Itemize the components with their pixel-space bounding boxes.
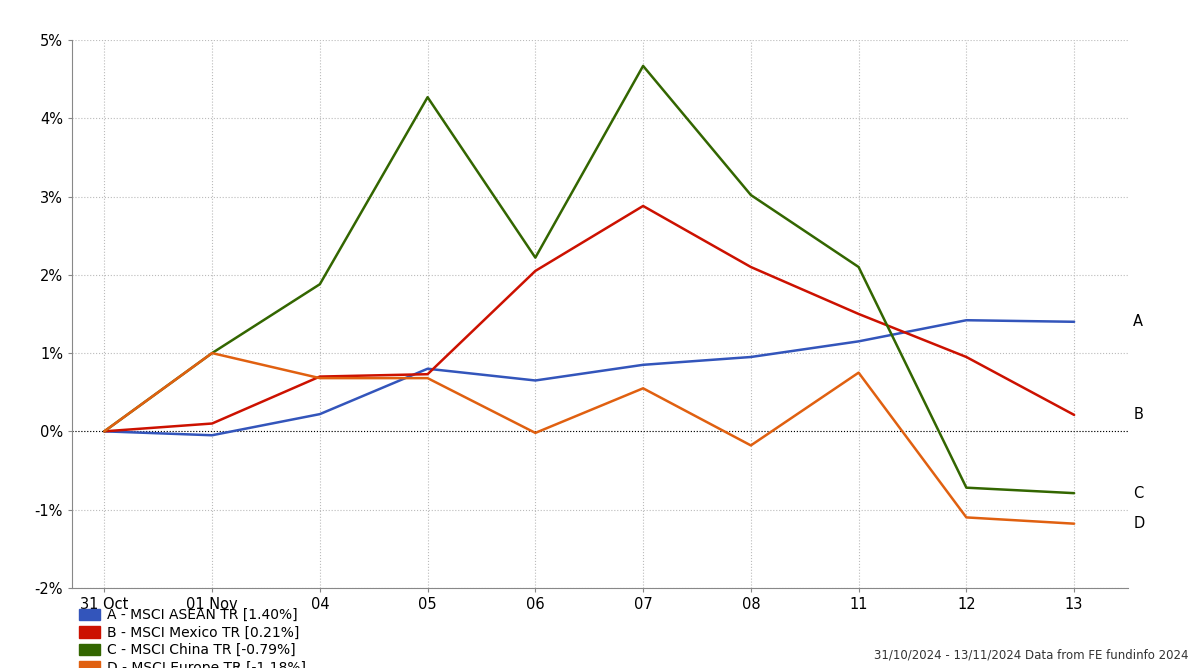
- Text: 31/10/2024 - 13/11/2024 Data from FE fundinfo 2024: 31/10/2024 - 13/11/2024 Data from FE fun…: [874, 649, 1188, 661]
- Legend: A - MSCI ASEAN TR [1.40%], B - MSCI Mexico TR [0.21%], C - MSCI China TR [-0.79%: A - MSCI ASEAN TR [1.40%], B - MSCI Mexi…: [79, 608, 306, 668]
- Text: A: A: [1133, 314, 1144, 329]
- Text: B: B: [1133, 407, 1144, 422]
- Text: D: D: [1133, 516, 1145, 531]
- Text: C: C: [1133, 486, 1144, 500]
